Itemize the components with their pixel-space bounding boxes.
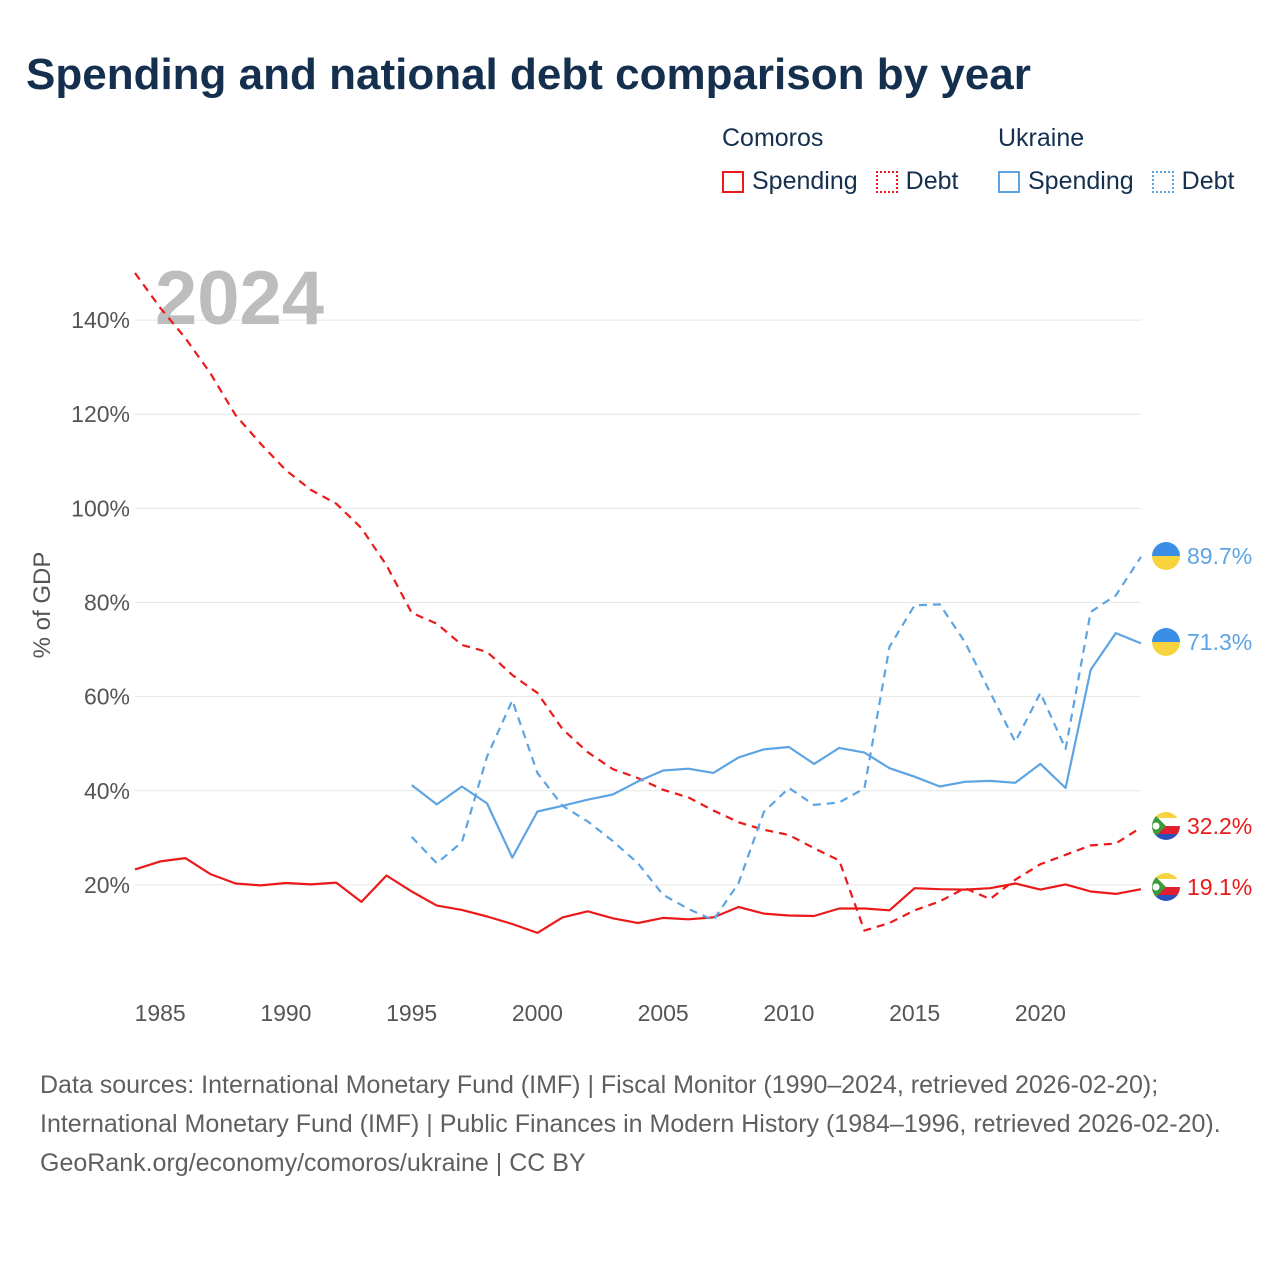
y-tick-label: 120% (71, 401, 130, 427)
year-watermark: 2024 (155, 256, 324, 341)
legend-swatch-solid (722, 170, 744, 193)
y-tick-label: 140% (71, 307, 130, 333)
legend-swatch-dotted (875, 170, 898, 193)
end-value-label: 19.1% (1187, 874, 1252, 900)
ukraine-flag-icon (1152, 628, 1180, 656)
series-line-ukraine-debt[interactable] (410, 556, 1142, 922)
credit-link[interactable]: GeoRank.org/economy/comoros/ukraine | CC… (40, 1149, 586, 1177)
legend-label: Spending (752, 167, 858, 195)
comoros-flag-icon (1152, 812, 1180, 840)
series-line-ukraine-spending[interactable] (411, 631, 1142, 859)
data-sources: Data sources: International Monetary Fun… (40, 1071, 1221, 1138)
x-tick-label: 1985 (135, 1000, 186, 1026)
legend-group-comoros: Comoros Spending Debt (722, 124, 976, 196)
legend-group-ukraine: Ukraine Spending Debt (998, 124, 1252, 196)
comoros-flag-icon (1152, 873, 1180, 901)
legend-item-comoros-spending[interactable]: Spending (722, 167, 858, 196)
legend-item-comoros-debt[interactable]: Debt (875, 167, 959, 196)
x-tick-label: 2015 (889, 1000, 940, 1026)
y-tick-label: 80% (84, 589, 130, 615)
series-line-comoros-spending[interactable] (134, 856, 1142, 935)
x-tick-label: 2020 (1015, 1000, 1066, 1026)
line-chart: 2024 20% 40% 60% 80% 100% 120% 140% 1985 1990 19… (29, 256, 1252, 1026)
legend-swatch-dotted (1151, 170, 1174, 193)
y-tick-label: 60% (84, 684, 130, 710)
legend-label: Debt (905, 167, 959, 195)
legend-group-name: Ukraine (998, 124, 1085, 152)
legend-swatch-solid (998, 170, 1020, 193)
x-tick-label: 2000 (512, 1000, 563, 1026)
chart-title: Spending and national debt comparison by… (26, 50, 1031, 99)
series-line-comoros-debt[interactable] (134, 272, 1142, 932)
legend-group-name: Comoros (722, 124, 824, 152)
x-tick-label: 2005 (638, 1000, 689, 1026)
footer: Data sources: International Monetary Fun… (40, 1066, 1250, 1183)
y-tick-label: 100% (71, 495, 130, 521)
x-tick-label: 1990 (260, 1000, 311, 1026)
x-tick-label: 2010 (763, 1000, 814, 1026)
y-tick-label: 20% (84, 872, 130, 898)
legend-item-ukraine-debt[interactable]: Debt (1151, 167, 1235, 196)
legend-item-ukraine-spending[interactable]: Spending (998, 167, 1134, 196)
y-axis-label: % of GDP (29, 552, 56, 659)
x-tick-label: 1995 (386, 1000, 437, 1026)
ukraine-flag-icon (1152, 542, 1180, 570)
y-tick-label: 40% (84, 778, 130, 804)
end-value-label: 32.2% (1187, 813, 1252, 839)
legend-label: Debt (1181, 167, 1235, 195)
legend-label: Spending (1028, 167, 1134, 195)
end-value-label: 71.3% (1187, 629, 1252, 655)
end-value-label: 89.7% (1187, 543, 1252, 569)
